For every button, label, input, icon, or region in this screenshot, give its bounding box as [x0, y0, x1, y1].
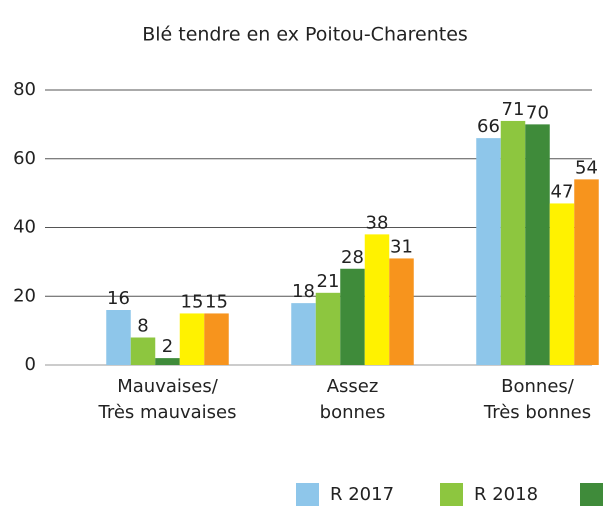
bar [364, 234, 390, 365]
bar [525, 124, 550, 365]
bar [549, 203, 575, 365]
bar [500, 120, 526, 365]
x-tick-label: Assez [327, 376, 379, 397]
bar [389, 258, 414, 365]
data-label: 16 [107, 288, 130, 309]
data-label: 2 [162, 336, 173, 357]
data-label: 28 [341, 247, 364, 268]
y-tick-label: 60 [13, 148, 36, 169]
bar [574, 179, 599, 365]
data-label: 31 [390, 236, 413, 257]
legend-swatch [580, 483, 603, 506]
legend-label: R 2018 [474, 484, 538, 505]
x-tick-label: Mauvaises/ [117, 376, 218, 397]
y-tick-label: 0 [25, 354, 36, 375]
x-tick-label: Très bonnes [483, 402, 591, 423]
data-label: 54 [575, 157, 598, 178]
data-label: 18 [292, 281, 315, 302]
bar [204, 313, 229, 365]
data-label: 70 [526, 102, 549, 123]
bar [106, 310, 131, 365]
y-tick-label: 40 [13, 217, 36, 238]
bar [476, 138, 501, 365]
y-tick-label: 80 [13, 79, 36, 100]
data-label: 71 [502, 99, 525, 120]
data-label: 15 [181, 291, 204, 312]
x-tick-label: bonnes [320, 402, 386, 423]
bar [315, 292, 341, 365]
legend-swatch [296, 483, 319, 506]
x-tick-label: Très mauvaises [97, 402, 236, 423]
bar [179, 313, 205, 365]
bar [130, 337, 156, 365]
legend-label: R 2017 [330, 484, 394, 505]
data-label: 66 [477, 116, 500, 137]
legend-swatch [440, 483, 463, 506]
data-label: 21 [317, 271, 340, 292]
bar [291, 303, 316, 365]
y-tick-label: 20 [13, 285, 36, 306]
data-label: 47 [551, 181, 574, 202]
chart-title: Blé tendre en ex Poitou-Charentes [142, 24, 468, 46]
bar [155, 358, 180, 365]
x-tick-label: Bonnes/ [501, 376, 575, 397]
bar [340, 268, 365, 365]
data-label: 8 [137, 316, 148, 337]
data-label: 38 [366, 212, 389, 233]
data-label: 15 [205, 291, 228, 312]
